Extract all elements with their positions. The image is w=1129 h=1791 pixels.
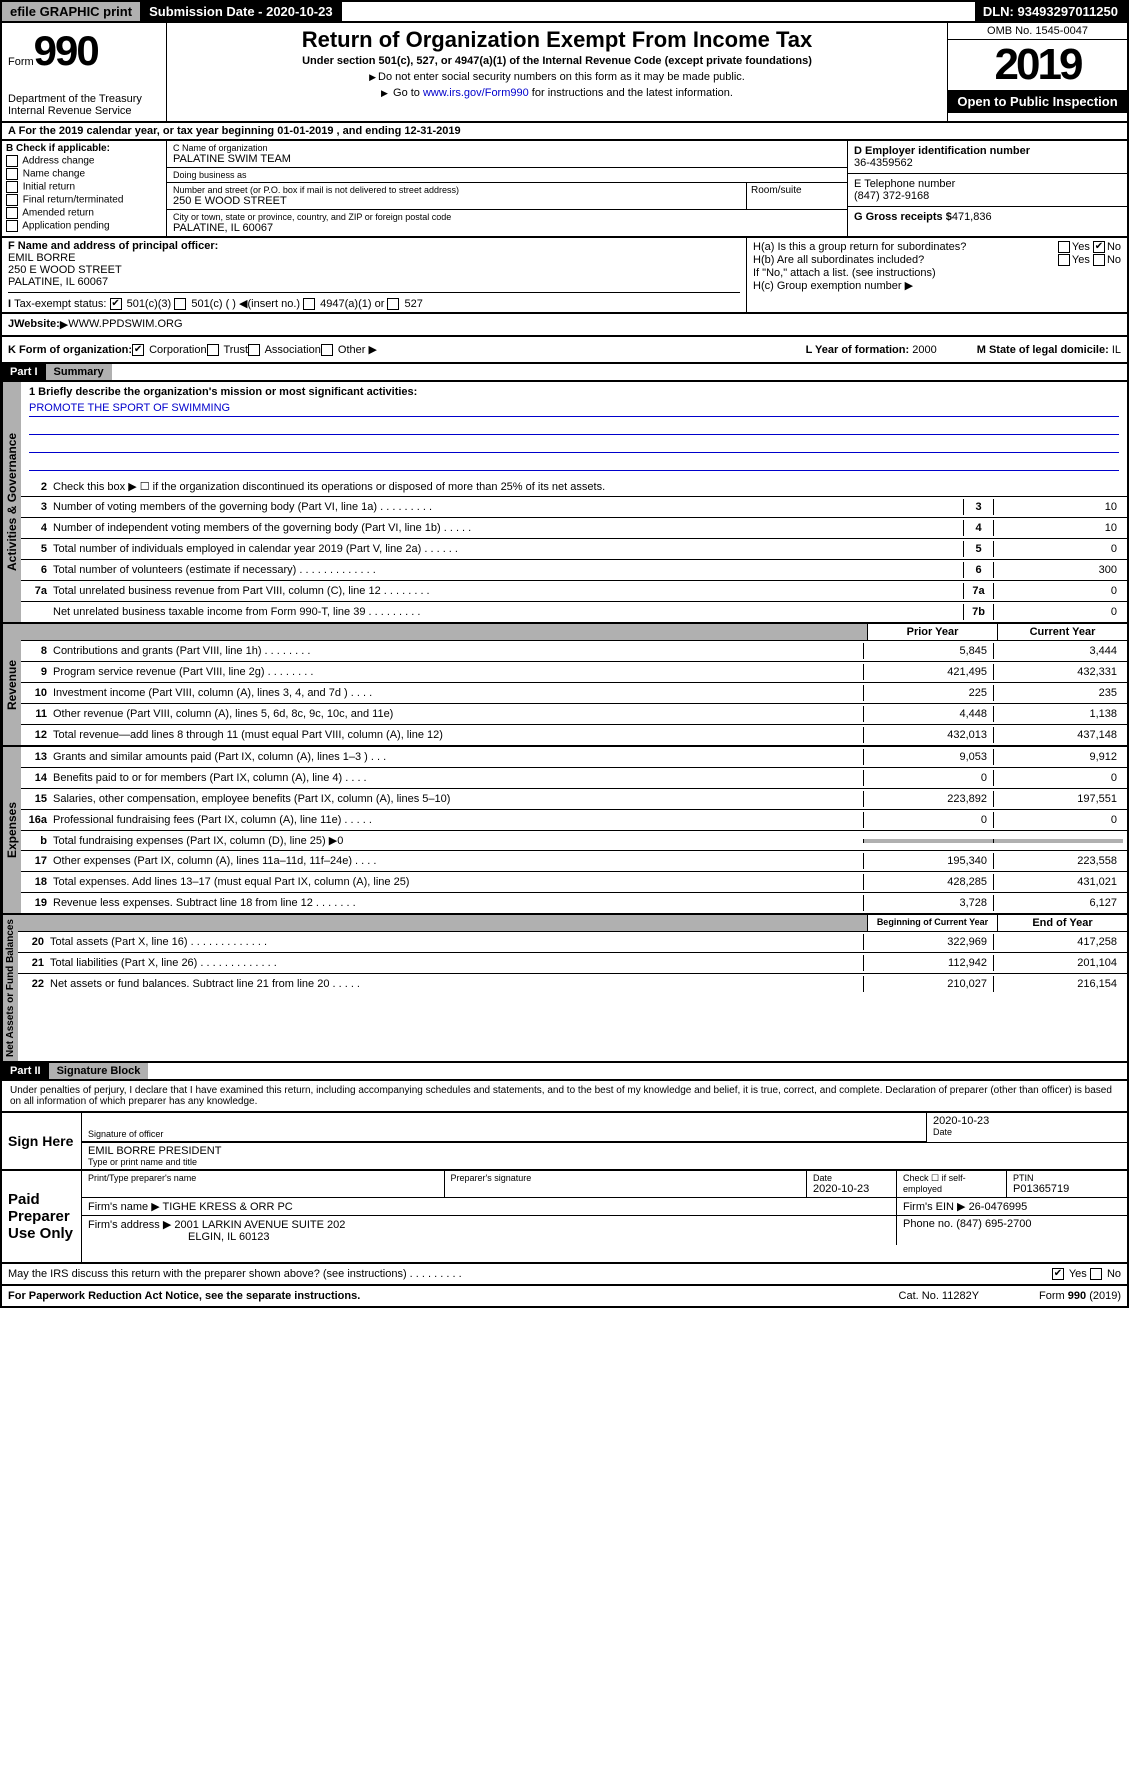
row-k: K Form of organization: Corporation Trus… <box>0 337 1129 364</box>
box-f: F Name and address of principal officer:… <box>2 238 747 312</box>
city-address: PALATINE, IL 60067 <box>173 222 841 234</box>
summary-line: 8Contributions and grants (Part VIII, li… <box>21 641 1127 662</box>
efile-button[interactable]: efile GRAPHIC print <box>2 2 141 21</box>
checkbox-501c[interactable] <box>174 298 186 310</box>
vert-revenue: Revenue <box>2 624 21 745</box>
part2-header: Part IISignature Block <box>0 1063 1129 1081</box>
irs-link[interactable]: www.irs.gov/Form990 <box>423 87 529 99</box>
summary-line: 3Number of voting members of the governi… <box>21 497 1127 518</box>
mission-text: PROMOTE THE SPORT OF SWIMMING <box>29 400 1119 417</box>
part1-header: Part ISummary <box>0 364 1129 382</box>
checkbox-option[interactable]: Final return/terminated <box>6 194 162 206</box>
summary-line: 11Other revenue (Part VIII, column (A), … <box>21 704 1127 725</box>
vert-expenses: Expenses <box>2 747 21 913</box>
box-defg: D Employer identification number 36-4359… <box>847 141 1127 236</box>
firm-name: TIGHE KRESS & ORR PC <box>163 1201 293 1213</box>
line-a: A For the 2019 calendar year, or tax yea… <box>0 123 1129 141</box>
checkbox-option[interactable]: Address change <box>6 155 162 167</box>
form-label: Form990 Department of the Treasury Inter… <box>2 23 167 121</box>
gross-receipts: 471,836 <box>952 211 992 223</box>
summary-line: 19Revenue less expenses. Subtract line 1… <box>21 893 1127 913</box>
checkbox-option[interactable]: Initial return <box>6 181 162 193</box>
vert-netassets: Net Assets or Fund Balances <box>2 915 18 1061</box>
footer: For Paperwork Reduction Act Notice, see … <box>0 1286 1129 1308</box>
subtitle: Under section 501(c), 527, or 4947(a)(1)… <box>171 55 943 67</box>
omb-number: OMB No. 1545-0047 <box>948 23 1127 40</box>
summary-line: 2Check this box ▶ ☐ if the organization … <box>21 477 1127 497</box>
checkbox-option[interactable]: Amended return <box>6 207 162 219</box>
checkbox-option[interactable]: Application pending <box>6 220 162 232</box>
paid-preparer: Paid Preparer Use Only Print/Type prepar… <box>0 1171 1129 1264</box>
dln-label: DLN: 93493297011250 <box>975 2 1127 21</box>
checkbox-527[interactable] <box>387 298 399 310</box>
summary-line: 21Total liabilities (Part X, line 26) . … <box>18 953 1127 974</box>
summary-expenses: Expenses 13Grants and similar amounts pa… <box>0 747 1129 915</box>
submission-date: Submission Date - 2020-10-23 <box>141 2 342 21</box>
summary-line: 6Total number of volunteers (estimate if… <box>21 560 1127 581</box>
checkbox-option[interactable]: Name change <box>6 168 162 180</box>
summary-line: bTotal fundraising expenses (Part IX, co… <box>21 831 1127 851</box>
year-block: OMB No. 1545-0047 2019 Open to Public In… <box>947 23 1127 121</box>
netassets-header: Beginning of Current Year End of Year <box>18 915 1127 932</box>
summary-line: 20Total assets (Part X, line 16) . . . .… <box>18 932 1127 953</box>
summary-line: 22Net assets or fund balances. Subtract … <box>18 974 1127 994</box>
summary-line: 16aProfessional fundraising fees (Part I… <box>21 810 1127 831</box>
header: Form990 Department of the Treasury Inter… <box>0 23 1129 123</box>
declaration: Under penalties of perjury, I declare th… <box>0 1081 1129 1113</box>
summary-line: 13Grants and similar amounts paid (Part … <box>21 747 1127 768</box>
org-name: PALATINE SWIM TEAM <box>173 153 841 165</box>
box-h: H(a) Is this a group return for subordin… <box>747 238 1127 312</box>
checkbox-4947[interactable] <box>303 298 315 310</box>
dept-label: Department of the Treasury Internal Reve… <box>8 93 160 117</box>
summary-line: 9Program service revenue (Part VIII, lin… <box>21 662 1127 683</box>
summary-netassets: Net Assets or Fund Balances Beginning of… <box>0 915 1129 1063</box>
form-title: Return of Organization Exempt From Incom… <box>171 27 943 53</box>
summary-line: 7aTotal unrelated business revenue from … <box>21 581 1127 602</box>
summary-line: 15Salaries, other compensation, employee… <box>21 789 1127 810</box>
row-j: J Website: ▶ WWW.PPDSWIM.ORG <box>0 314 1129 337</box>
sign-here: Sign Here Signature of officer 2020-10-2… <box>0 1113 1129 1171</box>
summary-line: Net unrelated business taxable income fr… <box>21 602 1127 622</box>
summary-line: 14Benefits paid to or for members (Part … <box>21 768 1127 789</box>
open-public: Open to Public Inspection <box>948 90 1127 113</box>
summary-line: 12Total revenue—add lines 8 through 11 (… <box>21 725 1127 745</box>
note-ssn: Do not enter social security numbers on … <box>171 71 943 83</box>
summary-line: 10Investment income (Part VIII, column (… <box>21 683 1127 704</box>
summary-line: 4Number of independent voting members of… <box>21 518 1127 539</box>
officer-name: EMIL BORRE PRESIDENT <box>88 1145 1121 1157</box>
summary-revenue: Revenue Prior Year Current Year 8Contrib… <box>0 624 1129 747</box>
row-fh: F Name and address of principal officer:… <box>0 238 1129 314</box>
section-bcdefg: B Check if applicable: Address change Na… <box>0 141 1129 238</box>
discuss-row: May the IRS discuss this return with the… <box>0 1264 1129 1286</box>
box-c: C Name of organization PALATINE SWIM TEA… <box>167 141 847 236</box>
revenue-header: Prior Year Current Year <box>21 624 1127 641</box>
tax-year: 2019 <box>948 40 1127 90</box>
checkbox-501c3[interactable] <box>110 298 122 310</box>
box-b: B Check if applicable: Address change Na… <box>2 141 167 236</box>
summary-line: 17Other expenses (Part IX, column (A), l… <box>21 851 1127 872</box>
ein: 36-4359562 <box>854 157 1121 169</box>
summary-line: 18Total expenses. Add lines 13–17 (must … <box>21 872 1127 893</box>
vert-governance: Activities & Governance <box>2 382 21 622</box>
top-bar: efile GRAPHIC print Submission Date - 20… <box>0 0 1129 23</box>
mission-block: 1 Briefly describe the organization's mi… <box>21 382 1127 477</box>
street-address: 250 E WOOD STREET <box>173 195 740 207</box>
note-link: Go to www.irs.gov/Form990 for instructio… <box>171 87 943 99</box>
title-block: Return of Organization Exempt From Incom… <box>167 23 947 121</box>
telephone: (847) 372-9168 <box>854 190 1121 202</box>
website: WWW.PPDSWIM.ORG <box>68 318 182 331</box>
summary-governance: Activities & Governance 1 Briefly descri… <box>0 382 1129 624</box>
room-suite: Room/suite <box>747 183 847 209</box>
summary-line: 5Total number of individuals employed in… <box>21 539 1127 560</box>
